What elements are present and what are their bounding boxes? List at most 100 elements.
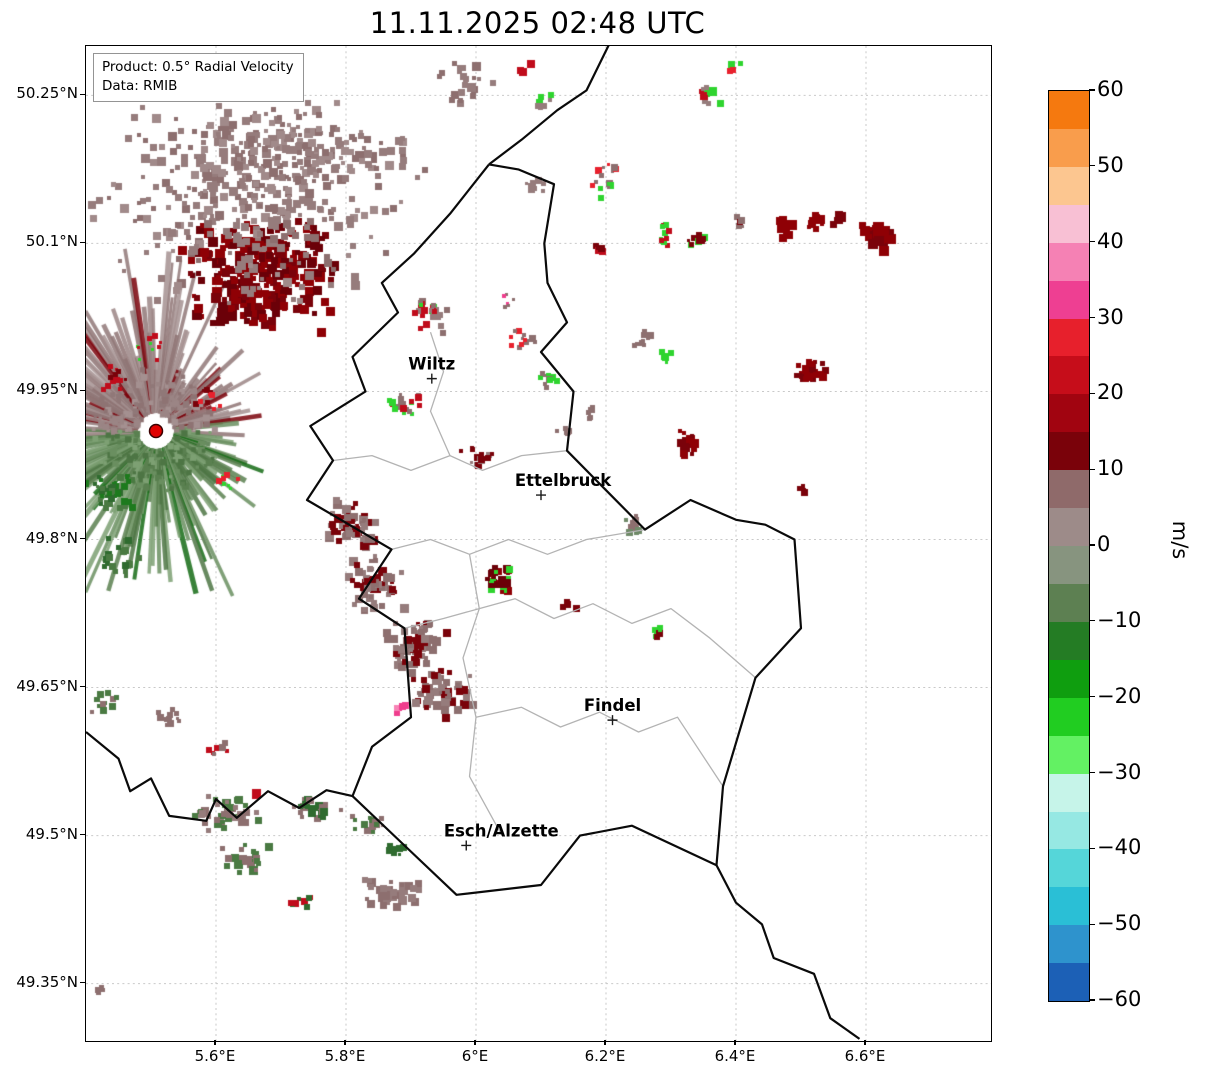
colorbar-segment — [1049, 432, 1089, 471]
colorbar-tick-label: −20 — [1097, 683, 1142, 708]
lon-tick-mark — [604, 1040, 606, 1045]
lat-tick-mark — [80, 833, 85, 836]
city-label: Wiltz — [408, 355, 455, 374]
lon-tick-mark — [474, 1040, 476, 1045]
colorbar-segment — [1049, 470, 1089, 509]
colorbar-tick-label: 30 — [1097, 304, 1124, 329]
colorbar-segment — [1049, 963, 1089, 1002]
colorbar-tick-mark — [1089, 165, 1095, 167]
district-border — [462, 554, 503, 836]
radar-site-marker — [148, 423, 164, 439]
colorbar-tick-label: −10 — [1097, 607, 1142, 632]
lat-tick-mark — [80, 685, 85, 688]
colorbar-tick-label: −50 — [1097, 911, 1142, 936]
colorbar-tick-mark — [1089, 544, 1095, 546]
colorbar-segment — [1049, 280, 1089, 319]
colorbar-tick-label: 10 — [1097, 456, 1124, 481]
map-plot: Wiltz Ettelbruck Findel Esch/Alzette Produc… — [85, 45, 992, 1042]
neighbor-border — [715, 864, 861, 1040]
colorbar-segment — [1049, 356, 1089, 395]
colorbar-tick-label: 0 — [1097, 532, 1111, 556]
lon-tick-mark — [734, 1040, 736, 1045]
city-label: Findel — [584, 696, 641, 715]
lon-tick-label: 6°E — [461, 1047, 489, 1065]
colorbar-segment — [1049, 811, 1089, 850]
lon-tick-label: 6.6°E — [844, 1047, 886, 1065]
colorbar-tick-label: 60 — [1097, 77, 1124, 101]
colorbar-segment — [1049, 925, 1089, 964]
lon-tick-label: 5.6°E — [194, 1047, 236, 1065]
lat-tick-mark — [80, 241, 85, 244]
district-border — [479, 598, 756, 679]
city-marker — [607, 715, 618, 726]
colorbar-segment — [1049, 887, 1089, 926]
colorbar-tick-label: −40 — [1097, 835, 1142, 860]
lat-tick-mark — [80, 537, 85, 540]
colorbar-tick-label: −60 — [1097, 987, 1142, 1011]
figure-title: 11.11.2025 02:48 UTC — [369, 6, 706, 40]
city-marker — [536, 490, 547, 501]
lat-tick-label: 49.95°N — [16, 380, 78, 399]
lon-tick-label: 5.8°E — [324, 1047, 366, 1065]
colorbar-segment — [1049, 621, 1089, 660]
product-annotation-box: Product: 0.5° Radial Velocity Data: RMIB — [93, 53, 304, 102]
lat-tick-label: 49.35°N — [16, 972, 78, 991]
lat-tick-mark — [80, 389, 85, 392]
colorbar-tick-mark — [1089, 923, 1095, 925]
colorbar-segment — [1049, 394, 1089, 433]
city-label: Ettelbruck — [515, 471, 612, 490]
map-borders-overlay: Wiltz Ettelbruck Findel Esch/Alzette — [86, 46, 861, 1040]
district-border — [429, 331, 451, 456]
data-source-label: Data: RMIB — [102, 77, 178, 94]
colorbar-tick-mark — [1089, 89, 1095, 91]
colorbar-segment — [1049, 91, 1089, 129]
lon-tick-label: 6.4°E — [714, 1047, 756, 1065]
colorbar-tick-mark — [1089, 620, 1095, 622]
colorbar-tick-label: 40 — [1097, 228, 1124, 253]
colorbar-tick-label: 20 — [1097, 380, 1124, 405]
district-border — [391, 528, 646, 555]
colorbar-segment — [1049, 204, 1089, 243]
city-marker — [461, 840, 472, 851]
colorbar-segment — [1049, 735, 1089, 774]
colorbar-tick-mark — [1089, 241, 1095, 243]
lat-tick-mark — [80, 982, 85, 984]
colorbar-segment — [1049, 697, 1089, 736]
colorbar-tick-mark — [1089, 771, 1095, 774]
colorbar-tick-mark — [1089, 696, 1095, 698]
lat-tick-label: 50.1°N — [25, 232, 78, 251]
neighbor-border — [86, 731, 353, 822]
colorbar-segment — [1049, 659, 1089, 698]
colorbar-tick-label: 50 — [1097, 152, 1124, 177]
colorbar-segment — [1049, 242, 1089, 281]
lat-tick-label: 49.5°N — [25, 824, 78, 843]
colorbar-tick-mark — [1089, 847, 1095, 849]
neighbor-border — [488, 46, 610, 166]
district-border — [332, 450, 568, 472]
city-marker — [426, 373, 437, 384]
colorbar-segment — [1049, 583, 1089, 622]
colorbar-segment — [1049, 508, 1089, 547]
lon-tick-label: 6.2°E — [584, 1047, 626, 1065]
lat-tick-label: 50.25°N — [16, 84, 78, 103]
district-border — [475, 706, 724, 787]
colorbar-tick-mark — [1089, 392, 1095, 394]
colorbar-segment — [1049, 849, 1089, 888]
colorbar-tick-label: −30 — [1097, 759, 1142, 784]
colorbar-tick-mark — [1089, 468, 1095, 470]
city-label: Esch/Alzette — [444, 821, 559, 840]
colorbar-tick-mark — [1089, 999, 1095, 1001]
colorbar-segment — [1049, 166, 1089, 205]
lat-tick-mark — [80, 93, 85, 95]
district-border — [404, 607, 480, 629]
country-border — [305, 163, 803, 896]
lat-tick-label: 49.8°N — [25, 528, 78, 547]
lon-tick-mark — [214, 1040, 216, 1045]
colorbar — [1048, 90, 1090, 1002]
lon-tick-mark — [864, 1040, 866, 1045]
colorbar-segment — [1049, 546, 1089, 584]
colorbar-segment — [1049, 128, 1089, 167]
lat-tick-label: 49.65°N — [16, 676, 78, 695]
product-label: Product: 0.5° Radial Velocity — [102, 59, 294, 75]
